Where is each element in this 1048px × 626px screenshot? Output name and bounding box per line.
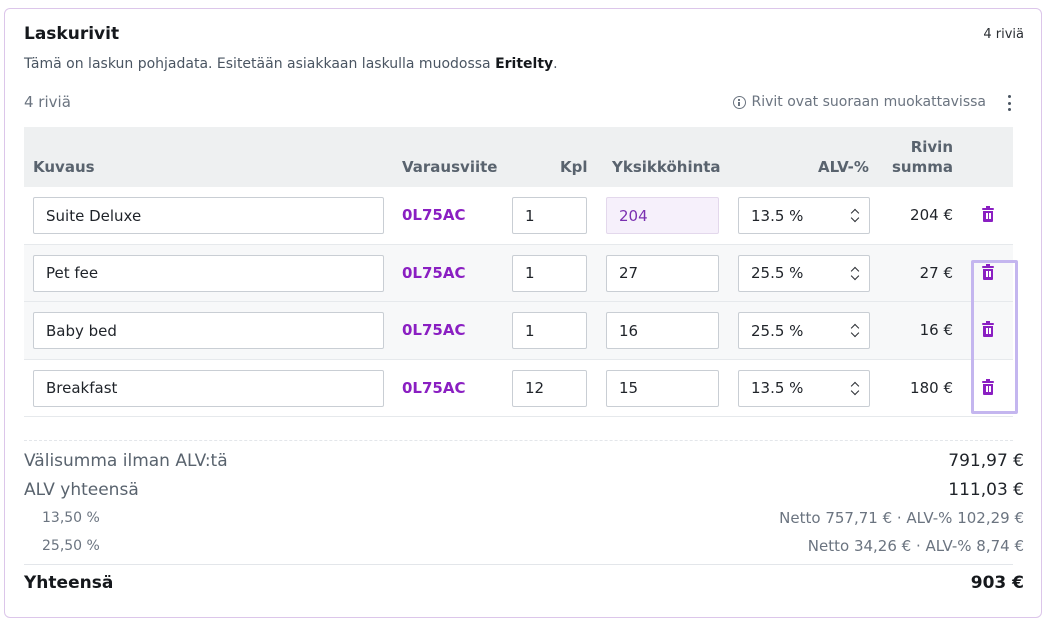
vat-total-value: 111,03 € xyxy=(948,480,1024,500)
reference-value: 0L75AC xyxy=(402,206,466,224)
subtitle-format: Eritelty xyxy=(495,56,554,72)
grand-total-label: Yhteensä xyxy=(24,573,114,593)
column-header-row-sum: Rivin summa xyxy=(892,137,953,177)
vat-breakdown-detail: Netto 757,71 € · ALV-% 102,29 € xyxy=(779,509,1024,527)
editable-note-text: Rivit ovat suoraan muokattavissa xyxy=(751,94,987,110)
subtitle-prefix: Tämä on laskun pohjadata. Esitetään asia… xyxy=(24,56,496,72)
quantity-input[interactable]: 1 xyxy=(512,312,587,349)
description-input[interactable]: Pet fee xyxy=(33,254,384,292)
grand-total-value: 903 € xyxy=(970,573,1024,593)
kebab-icon[interactable] xyxy=(1008,95,1012,111)
table-row: Pet fee 0L75AC 1 27 25.5 % 27 € xyxy=(24,244,1013,302)
chevron-updown-icon xyxy=(851,209,859,223)
trash-icon[interactable] xyxy=(982,321,994,337)
subtitle-suffix: . xyxy=(553,56,558,72)
section-subtitle: Tämä on laskun pohjadata. Esitetään asia… xyxy=(24,56,558,72)
chevron-updown-icon xyxy=(851,382,859,396)
reference-value: 0L75AC xyxy=(402,263,466,282)
editable-note: Rivit ovat suoraan muokattavissa xyxy=(732,94,987,110)
vat-total-label: ALV yhteensä xyxy=(24,480,139,500)
row-sum: 27 € xyxy=(919,263,953,282)
row-count: 4 riviä xyxy=(24,93,71,111)
grand-total-divider xyxy=(24,564,1013,565)
column-header-row-sum-line2: summa xyxy=(892,158,953,176)
section-title: Laskurivit xyxy=(24,24,120,44)
vat-select-value: 25.5 % xyxy=(751,321,804,340)
table-header: Kuvaus Varausviite Kpl Yksikköhinta ALV-… xyxy=(24,127,1013,187)
vat-select-value: 25.5 % xyxy=(751,264,804,282)
trash-icon[interactable] xyxy=(982,206,994,222)
column-header-description: Kuvaus xyxy=(33,158,95,176)
quantity-input[interactable]: 1 xyxy=(512,254,587,292)
trash-icon[interactable] xyxy=(982,378,994,395)
row-sum: 16 € xyxy=(919,321,953,339)
row-count-badge: 4 riviä xyxy=(983,27,1024,42)
table-row: Baby bed 0L75AC 1 16 25.5 % 16 € xyxy=(24,302,1013,360)
column-header-reference: Varausviite xyxy=(402,158,498,176)
description-input[interactable]: Baby bed xyxy=(33,312,384,349)
vat-select-value: 13.5 % xyxy=(751,379,804,397)
column-header-vat: ALV-% xyxy=(818,158,869,176)
table-row: Suite Deluxe 0L75AC 1 204 13.5 % 204 € xyxy=(24,187,1013,245)
column-header-unit-price: Yksikköhinta xyxy=(612,158,721,176)
reference-value: 0L75AC xyxy=(402,378,466,397)
info-icon xyxy=(732,95,746,109)
quantity-input[interactable]: 12 xyxy=(512,369,587,407)
chevron-updown-icon xyxy=(851,324,859,338)
totals-divider xyxy=(24,440,1013,441)
vat-select[interactable]: 25.5 % xyxy=(738,312,870,349)
trash-icon[interactable] xyxy=(982,263,994,280)
table-row: Breakfast 0L75AC 12 15 13.5 % 180 € xyxy=(24,360,1013,417)
reference-value: 0L75AC xyxy=(402,321,466,339)
column-header-row-sum-line1: Rivin xyxy=(910,138,953,156)
unit-price-input[interactable]: 16 xyxy=(606,312,719,349)
vat-select[interactable]: 13.5 % xyxy=(738,197,870,234)
subtotal-value: 791,97 € xyxy=(948,451,1024,471)
quantity-input[interactable]: 1 xyxy=(512,197,587,234)
description-input[interactable]: Breakfast xyxy=(33,369,384,407)
unit-price-input[interactable]: 27 xyxy=(606,254,719,292)
vat-select[interactable]: 25.5 % xyxy=(738,254,870,292)
description-input[interactable]: Suite Deluxe xyxy=(33,197,384,234)
column-header-quantity: Kpl xyxy=(560,158,588,176)
subtotal-label: Välisumma ilman ALV:tä xyxy=(24,451,228,471)
row-sum: 180 € xyxy=(910,378,953,397)
chevron-updown-icon xyxy=(851,267,859,281)
vat-breakdown-rate: 13,50 % xyxy=(42,510,100,526)
unit-price-input: 204 xyxy=(606,197,719,234)
vat-select[interactable]: 13.5 % xyxy=(738,369,870,407)
unit-price-input[interactable]: 15 xyxy=(606,369,719,407)
invoice-lines-table: Kuvaus Varausviite Kpl Yksikköhinta ALV-… xyxy=(24,127,1013,417)
vat-breakdown-rate: 25,50 % xyxy=(42,538,100,554)
vat-select-value: 13.5 % xyxy=(751,206,804,225)
row-sum: 204 € xyxy=(910,206,953,224)
vat-breakdown-detail: Netto 34,26 € · ALV-% 8,74 € xyxy=(807,537,1024,555)
